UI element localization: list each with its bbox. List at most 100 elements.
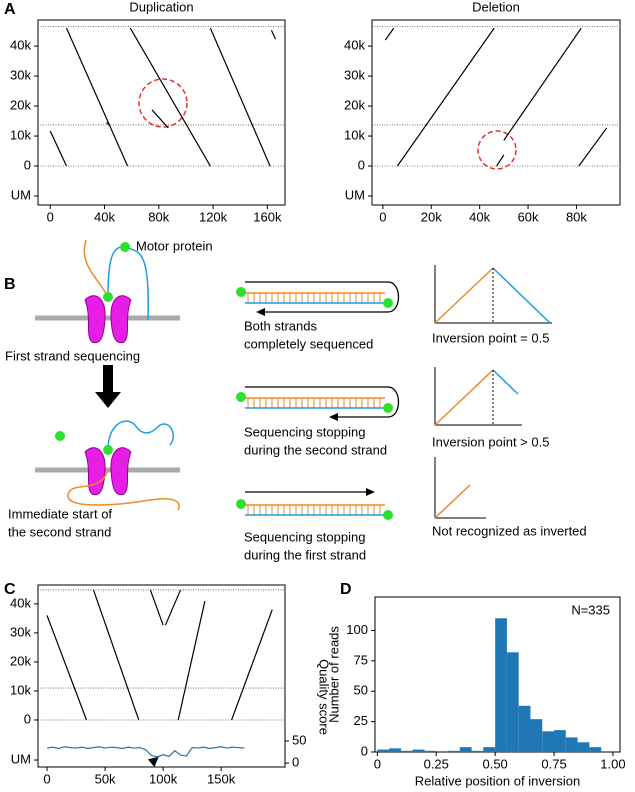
bar [448, 750, 460, 752]
bar [412, 749, 425, 752]
alignment-segment [49, 130, 68, 167]
mini-axes [434, 367, 522, 426]
y-tick-label: 100 [346, 622, 368, 637]
result: Inversion point > 0.5 [432, 434, 549, 449]
bar [483, 747, 496, 752]
x-tick-label: 0 [374, 756, 381, 771]
hairpin [236, 287, 393, 520]
x-tick-label: 1.00 [600, 756, 625, 771]
alignment-segment [384, 27, 395, 41]
y-tick-label: 0 [24, 157, 31, 172]
arrowhead [329, 413, 338, 421]
y-tick-label: 10k [10, 127, 31, 142]
caption: First strand sequencing [5, 348, 140, 363]
y2-tick-label: 0 [292, 754, 299, 769]
strand [83, 239, 109, 298]
y-axis-label: Number of reads [326, 626, 341, 723]
alignment-segment [209, 27, 271, 167]
x-tick-label: 0 [379, 209, 386, 224]
chart-title: Duplication [129, 0, 193, 14]
motor [120, 242, 130, 252]
mini-line [492, 369, 519, 395]
y-tick-label: UM [345, 187, 365, 202]
motor [383, 510, 393, 520]
alignment-segment [129, 27, 211, 167]
y-tick-label: 30k [344, 68, 365, 83]
strand [107, 420, 174, 450]
y-tick-label: 10k [344, 127, 365, 142]
bar [518, 705, 531, 752]
highlight-circle [477, 130, 517, 170]
y-tick-label: 0 [24, 711, 31, 726]
arrowhead [147, 756, 159, 768]
caption: during the first strand [244, 547, 366, 562]
y-tick-label: UM [11, 187, 31, 202]
bar [377, 749, 390, 752]
motor [236, 392, 246, 402]
alignment-segment [164, 589, 182, 626]
x-tick-label: 40k [469, 209, 490, 224]
alignment-segment [270, 29, 277, 40]
quality-line [46, 746, 245, 758]
mini-line [434, 484, 471, 519]
alignment-segment [578, 127, 608, 167]
pore [84, 295, 132, 344]
bar [530, 719, 543, 752]
caption: Both strands [244, 318, 317, 333]
y-tick-label: 30k [10, 624, 31, 639]
x-tick-label: 0.25 [424, 756, 449, 771]
bar [495, 618, 507, 752]
alignment-segment [231, 609, 273, 721]
bar [542, 731, 555, 752]
motor [236, 499, 246, 509]
bar [424, 750, 437, 752]
x-tick-label: 120k [199, 209, 228, 224]
x-tick-label: 160k [253, 209, 282, 224]
y-tick-label: 40k [10, 38, 31, 53]
panel-label: A [4, 1, 16, 18]
x-tick-label: 150k [207, 771, 236, 786]
x-tick-label: 60k [518, 209, 539, 224]
x-tick-label: 0 [47, 209, 54, 224]
y-tick-label: UM [11, 751, 31, 766]
motor [236, 287, 246, 297]
result: Inversion point = 0.5 [432, 330, 549, 345]
highlight-circle [138, 78, 188, 128]
x-tick-label: 100k [149, 771, 178, 786]
progress-path [245, 386, 400, 418]
alignment-segment [503, 27, 582, 141]
x-tick-label: 0.75 [541, 756, 566, 771]
panel-label: D [340, 581, 352, 598]
motor [103, 292, 113, 302]
bar [471, 750, 484, 752]
y-tick-label: 40k [10, 595, 31, 610]
panel-label: C [4, 581, 16, 598]
bar [554, 730, 566, 752]
alignment-segment [65, 27, 129, 167]
caption: Immediate start of [8, 506, 112, 521]
x-tick-label: 0 [43, 771, 50, 786]
x-tick-label: 80k [148, 209, 169, 224]
caption: completely sequenced [244, 336, 373, 351]
y-tick-label: 10k [10, 682, 31, 697]
alignment-segment [396, 27, 495, 167]
alignment-segment [496, 154, 505, 167]
chart-title: Deletion [472, 0, 520, 14]
caption: during the second strand [244, 442, 387, 457]
plot-frame [37, 19, 286, 206]
caption: Sequencing stopping [244, 424, 365, 439]
bar [506, 652, 519, 752]
y2-axis-label: Quality score [317, 659, 332, 735]
x-axis-label: Relative position of inversion [415, 773, 580, 788]
y-tick-label: 25 [354, 713, 368, 728]
alignment-segment [92, 589, 140, 721]
mini-axes [434, 457, 486, 519]
y-tick-label: 0 [358, 157, 365, 172]
x-tick-label: 0.50 [482, 756, 507, 771]
alignment-segment [46, 615, 88, 721]
y-tick-label: 75 [354, 652, 368, 667]
x-tick-label: 20k [421, 209, 442, 224]
caption: Sequencing stopping [244, 529, 365, 544]
y-tick-label: 20k [10, 653, 31, 668]
bar [389, 748, 401, 752]
